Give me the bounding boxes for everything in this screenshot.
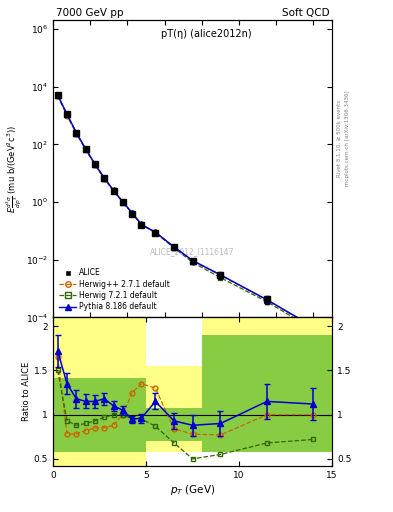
Legend: ALICE, Herwig++ 2.7.1 default, Herwig 7.2.1 default, Pythia 8.186 default: ALICE, Herwig++ 2.7.1 default, Herwig 7.… — [57, 266, 172, 314]
Text: mcplots.cern.ch [arXiv:1306.3436]: mcplots.cern.ch [arXiv:1306.3436] — [345, 91, 350, 186]
Text: pT(η) (alice2012n): pT(η) (alice2012n) — [161, 29, 252, 39]
Y-axis label: Ratio to ALICE: Ratio to ALICE — [22, 362, 31, 421]
Text: Soft QCD: Soft QCD — [282, 8, 329, 17]
Y-axis label: $E\frac{d^3\sigma}{dp^3}$ (mu b/(GeV$^2$c$^3$)): $E\frac{d^3\sigma}{dp^3}$ (mu b/(GeV$^2$… — [4, 125, 23, 213]
Text: Rivet 3.1.10, ≥ 500k events: Rivet 3.1.10, ≥ 500k events — [337, 100, 342, 177]
Text: ALICE_2012_I1116147: ALICE_2012_I1116147 — [150, 248, 235, 257]
Text: 7000 GeV pp: 7000 GeV pp — [56, 8, 123, 17]
X-axis label: $p_T$ (GeV): $p_T$ (GeV) — [170, 482, 215, 497]
